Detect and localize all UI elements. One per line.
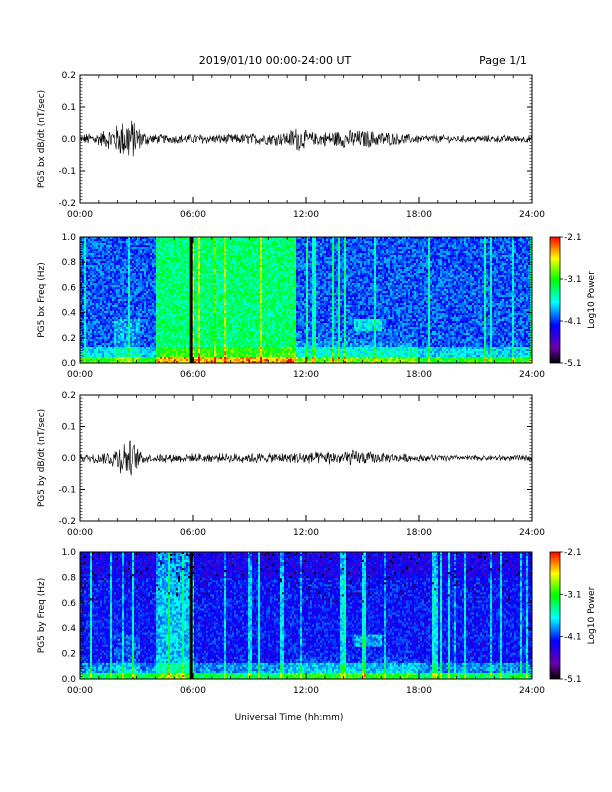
y-tick-label: 1.0 <box>62 548 77 558</box>
x-tick-label: 06:00 <box>180 528 206 538</box>
spectrogram-cells <box>80 237 532 363</box>
y-tick-label: 0.2 <box>62 334 76 344</box>
bx-spectrogram-panel: -2.1 -3.1 -4.1 -5.1 Log10 Power 00:00 06:00 12:… <box>37 233 597 380</box>
page-number: Page 1/1 <box>479 54 527 67</box>
colorbar-tick-label: -4.1 <box>564 317 582 327</box>
y-axis-title: PG5 bx Freq (Hz) <box>37 262 47 338</box>
colorbar-tick-label: -2.1 <box>564 233 582 243</box>
data-gap-bar <box>190 552 193 679</box>
x-tick-label: 12:00 <box>293 370 319 380</box>
y-tick-label: 0.6 <box>62 599 77 609</box>
y-tick-label: 0.2 <box>62 391 76 401</box>
colorbar-title: Log10 Power <box>587 586 597 644</box>
y-tick-label: 0.0 <box>62 135 77 145</box>
waveform-series <box>80 441 532 476</box>
y-tick-label: 0.1 <box>62 103 76 113</box>
x-tick-label: 00:00 <box>67 210 93 220</box>
x-tick-label: 24:00 <box>519 210 545 220</box>
x-tick-label: 18:00 <box>406 370 432 380</box>
y-tick-label: 0.0 <box>62 359 77 369</box>
y-tick-label: 1.0 <box>62 233 77 243</box>
x-tick-label: 00:00 <box>67 528 93 538</box>
x-tick-label: 24:00 <box>519 686 545 696</box>
by-spectrogram-panel: -2.1 -3.1 -4.1 -5.1 Log10 Power 00:00 06:00 12:… <box>37 548 597 696</box>
y-tick-label: 0.8 <box>62 258 77 268</box>
y-tick-label: -0.1 <box>58 167 76 177</box>
page-title: 2019/01/10 00:00-24:00 UT <box>199 54 352 67</box>
y-tick-label: 0.4 <box>62 309 77 319</box>
y-tick-label: -0.2 <box>58 517 76 527</box>
colorbar-tick-label: -5.1 <box>564 359 582 369</box>
bx-waveform-panel: 00:00 06:00 12:00 18:00 24:00 0.2 0.1 0.0 -0.1 -0… <box>37 71 545 220</box>
x-tick-label: 00:00 <box>67 370 93 380</box>
data-gap-bar <box>190 237 193 363</box>
x-tick-label: 24:00 <box>519 370 545 380</box>
y-tick-label: 0.0 <box>62 454 77 464</box>
y-tick-label: 0.4 <box>62 624 77 634</box>
figure: 2019/01/10 00:00-24:00 UT Page 1/1 00:00… <box>0 0 612 792</box>
colorbar-title: Log10 Power <box>587 271 597 329</box>
colorbar <box>550 237 560 363</box>
colorbar-tick-label: -3.1 <box>564 590 582 600</box>
y-axis-title: PG5 bx dB/dt (nT/sec) <box>37 90 47 188</box>
colorbar-tick-label: -3.1 <box>564 275 582 285</box>
x-tick-label: 18:00 <box>406 528 432 538</box>
y-axis-title: PG5 by dB/dt (nT/sec) <box>37 409 47 507</box>
x-tick-label: 18:00 <box>406 686 432 696</box>
colorbar-tick-label: -2.1 <box>564 548 582 558</box>
y-tick-label: 0.8 <box>62 573 77 583</box>
y-tick-label: -0.2 <box>58 199 76 209</box>
y-tick-label: 0.1 <box>62 423 76 433</box>
y-axis-title: PG5 by Freq (Hz) <box>37 578 47 654</box>
x-tick-label: 12:00 <box>293 686 319 696</box>
y-tick-label: 0.2 <box>62 650 76 660</box>
x-axis-title: Universal Time (hh:mm) <box>235 713 344 723</box>
x-tick-label: 12:00 <box>293 210 319 220</box>
y-tick-label: 0.2 <box>62 71 76 81</box>
x-tick-label: 00:00 <box>67 686 93 696</box>
x-tick-label: 06:00 <box>180 370 206 380</box>
x-tick-label: 12:00 <box>293 528 319 538</box>
spectrogram-cells <box>80 552 532 679</box>
x-tick-label: 18:00 <box>406 210 432 220</box>
x-tick-label: 06:00 <box>180 210 206 220</box>
waveform-series <box>80 121 532 157</box>
by-waveform-panel: 00:00 06:00 12:00 18:00 24:00 0.2 0.1 0.0 -0.1 -0… <box>37 391 545 538</box>
y-tick-label: 0.0 <box>62 675 77 685</box>
colorbar-tick-label: -4.1 <box>564 633 582 643</box>
x-tick-label: 24:00 <box>519 528 545 538</box>
y-tick-label: -0.1 <box>58 486 76 496</box>
colorbar-tick-label: -5.1 <box>564 675 582 685</box>
colorbar <box>550 552 560 679</box>
x-tick-label: 06:00 <box>180 686 206 696</box>
y-tick-label: 0.6 <box>62 283 77 293</box>
